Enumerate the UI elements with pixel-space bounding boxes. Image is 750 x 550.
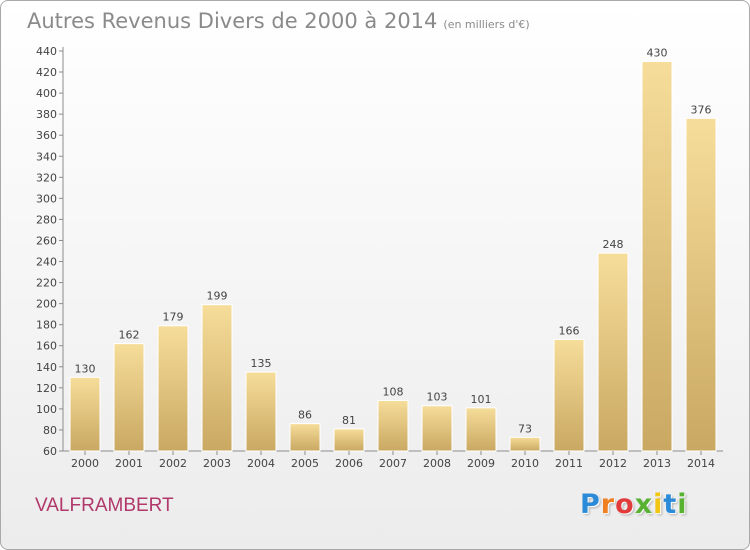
data-label: 108 [383,385,404,398]
x-tick-label: 2010 [511,457,539,470]
x-tick-label: 2002 [159,457,187,470]
bar [421,405,453,452]
x-tick-label: 2009 [467,457,495,470]
y-tick-label: 340 [36,150,57,163]
bar [641,61,673,452]
chart-title-unit: (en milliers d'€) [443,18,530,31]
logo-letter: P [580,489,601,520]
bar [289,423,321,452]
y-tick-label: 440 [36,45,57,58]
x-tick-label: 2006 [335,457,363,470]
data-label: 179 [163,311,184,324]
data-label: 130 [75,362,96,375]
x-tick-label: 2007 [379,457,407,470]
data-label: 430 [647,47,668,60]
data-label: 166 [559,324,580,337]
y-tick-label: 140 [36,361,57,374]
bar [597,252,629,452]
bar [685,117,717,452]
data-label: 86 [298,409,312,422]
logo-letter: t [663,489,678,520]
data-label: 162 [119,329,140,342]
y-tick-label: 180 [36,319,57,332]
data-label: 73 [518,422,532,435]
bar [157,325,189,452]
y-tick-label: 120 [36,382,57,395]
y-tick-label: 280 [36,213,57,226]
y-tick-label: 360 [36,129,57,142]
y-tick-label: 80 [43,424,57,437]
x-tick-label: 2013 [643,457,671,470]
x-tick-label: 2012 [599,457,627,470]
bar [509,436,541,452]
bar [553,338,585,452]
data-label: 376 [691,103,712,116]
x-tick-label: 2005 [291,457,319,470]
y-tick-label: 200 [36,298,57,311]
bar [333,428,365,452]
x-tick-label: 2004 [247,457,275,470]
data-label: 101 [471,393,492,406]
y-tick-label: 160 [36,340,57,353]
y-tick-label: 420 [36,66,57,79]
bar [69,376,101,452]
y-tick-label: 220 [36,277,57,290]
logo-letter: x [634,489,654,520]
data-label: 81 [342,414,356,427]
x-tick-label: 2003 [203,457,231,470]
data-label: 135 [251,357,272,370]
y-tick-label: 240 [36,256,57,269]
commune-name: VALFRAMBERT [35,495,174,516]
x-tick-label: 2001 [115,457,143,470]
data-label: 248 [603,238,624,251]
bar [377,399,409,452]
y-tick-label: 260 [36,234,57,247]
data-label: 199 [207,290,228,303]
x-tick-label: 2000 [71,457,99,470]
y-tick-label: 380 [36,108,57,121]
chart-title-text: Autres Revenus Divers de 2000 à 2014 [27,9,438,33]
logo-letter: i [653,489,664,520]
bar [465,407,497,452]
y-tick-label: 300 [36,192,57,205]
proxiti-logo: Proxiti [580,489,688,520]
data-label: 103 [427,391,448,404]
logo-letter: i [677,489,688,520]
chart-title: Autres Revenus Divers de 2000 à 2014 (en … [27,9,530,33]
bar [201,304,233,452]
y-tick-label: 100 [36,403,57,416]
bar [113,343,145,452]
x-tick-label: 2014 [687,457,715,470]
x-tick-label: 2008 [423,457,451,470]
logo-letter: r [600,489,616,520]
logo-letter: o [615,489,635,520]
bar [245,371,277,452]
y-tick-label: 400 [36,87,57,100]
y-tick-label: 320 [36,171,57,184]
x-tick-label: 2011 [555,457,583,470]
y-tick-label: 60 [43,445,57,458]
